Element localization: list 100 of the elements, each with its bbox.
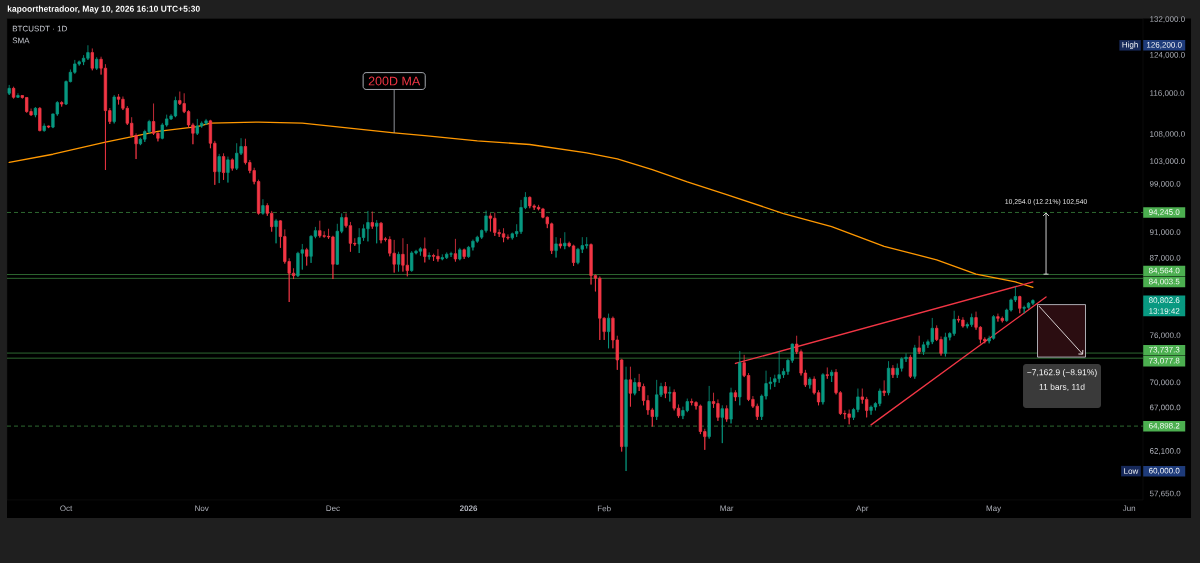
candlestick [733, 389, 738, 402]
candlestick [655, 379, 659, 421]
candlestick [204, 118, 208, 126]
candlestick [42, 123, 46, 132]
candlestick [777, 350, 781, 384]
candlestick [882, 379, 886, 397]
candlestick [221, 152, 226, 181]
candlestick [663, 381, 668, 399]
ref-line-label: 84,564.0 [1148, 267, 1180, 275]
candlestick [991, 314, 996, 340]
x-tick-label: 2026 [459, 505, 478, 512]
ref-line-label: 64,898.2 [1149, 422, 1180, 430]
candlestick [418, 246, 423, 257]
y-tick-label: 70,000.0 [1149, 379, 1181, 387]
candlestick [46, 125, 51, 129]
y-tick-label: 62,100.0 [1149, 448, 1181, 455]
candlestick [370, 211, 374, 230]
candlestick [624, 366, 628, 472]
y-tick-label: 108,000.0 [1150, 131, 1185, 138]
candlestick [493, 212, 497, 237]
candlestick [1026, 301, 1031, 309]
candlestick [961, 316, 965, 328]
candlestick [996, 313, 1000, 322]
candlestick [375, 219, 379, 244]
candlestick [436, 248, 440, 262]
candlestick [606, 313, 611, 349]
line-series [8, 121, 1034, 289]
candlestick [379, 221, 383, 244]
candlestick [1031, 298, 1035, 306]
candlestick [462, 248, 466, 260]
candlestick [690, 398, 694, 406]
x-tick-label: Mar [720, 505, 734, 512]
candlestick [427, 251, 431, 260]
candlestick [95, 56, 99, 71]
text: 80,802.6 [1148, 297, 1180, 304]
candlestick [449, 251, 453, 258]
candlestick [891, 364, 895, 379]
text: BTCUSDT · 1D [12, 25, 67, 32]
ref-line-label: 73,737.3 [1149, 346, 1180, 354]
candlestick [458, 247, 462, 261]
annotation: 11 bars, 11d [1039, 383, 1085, 391]
x-tick-label: Dec [326, 505, 340, 512]
candlestick [60, 100, 64, 107]
candlestick [707, 385, 711, 439]
candlestick [563, 231, 567, 250]
candlestick [1000, 316, 1004, 323]
y-tick-label: 99,000.0 [1149, 180, 1181, 188]
y-tick-label: 57,650.0 [1149, 490, 1181, 498]
candlestick [917, 335, 921, 355]
candlestick [423, 237, 427, 263]
text: 60,000.0 [1149, 467, 1180, 475]
candlestick [554, 236, 558, 258]
candlestick [226, 156, 230, 183]
candlestick [86, 44, 90, 61]
candlestick [90, 48, 94, 71]
x-tick-label: Jun [1122, 505, 1136, 512]
candlestick [830, 369, 834, 383]
candlestick [7, 84, 11, 96]
candlestick [930, 317, 934, 345]
candlestick [261, 198, 265, 215]
candlestick [821, 372, 825, 405]
candlestick [274, 218, 278, 244]
candlestick [825, 367, 829, 380]
candlestick [808, 376, 812, 389]
candlestick [112, 94, 116, 124]
candlestick [366, 210, 370, 242]
candlestick [230, 157, 234, 171]
text: SMA [12, 37, 30, 44]
text: 126,200.0 [1147, 42, 1182, 49]
candlestick [878, 388, 882, 407]
candlestick [305, 247, 309, 266]
y-tick-label: 76,000.0 [1149, 332, 1181, 340]
candlestick [235, 142, 239, 171]
text: 13:19:42 [1149, 308, 1180, 314]
candlestick [720, 404, 724, 444]
candlestick [16, 92, 20, 99]
candlestick [392, 239, 396, 273]
candlestick [633, 377, 637, 396]
x-tick-label: Nov [195, 505, 209, 512]
candlestick [886, 360, 891, 396]
candlestick [217, 153, 221, 184]
annotation: High [1122, 41, 1138, 50]
candlestick [1022, 305, 1026, 314]
x-tick-label: May [986, 505, 1002, 513]
candlestick [921, 341, 926, 356]
candlestick [488, 212, 493, 232]
candlestick [952, 310, 956, 337]
candlestick [318, 220, 322, 238]
candlestick [913, 344, 917, 380]
annotation: Low [1124, 468, 1139, 474]
y-tick-label: 91,000.0 [1149, 229, 1181, 236]
candlestick [528, 195, 532, 209]
ref-line-label: 84,003.5 [1148, 278, 1180, 286]
ref-line-label: 73,077.8 [1149, 357, 1180, 365]
text: kapoorthetradoor, May 10, 2026 16:10 UTC+5:30 [7, 5, 200, 14]
candlestick [908, 354, 913, 379]
candlestick [668, 386, 672, 402]
candlestick [571, 244, 576, 267]
y-tick-label: 103,000.0 [1150, 158, 1185, 165]
x-tick-label: Oct [60, 505, 73, 512]
